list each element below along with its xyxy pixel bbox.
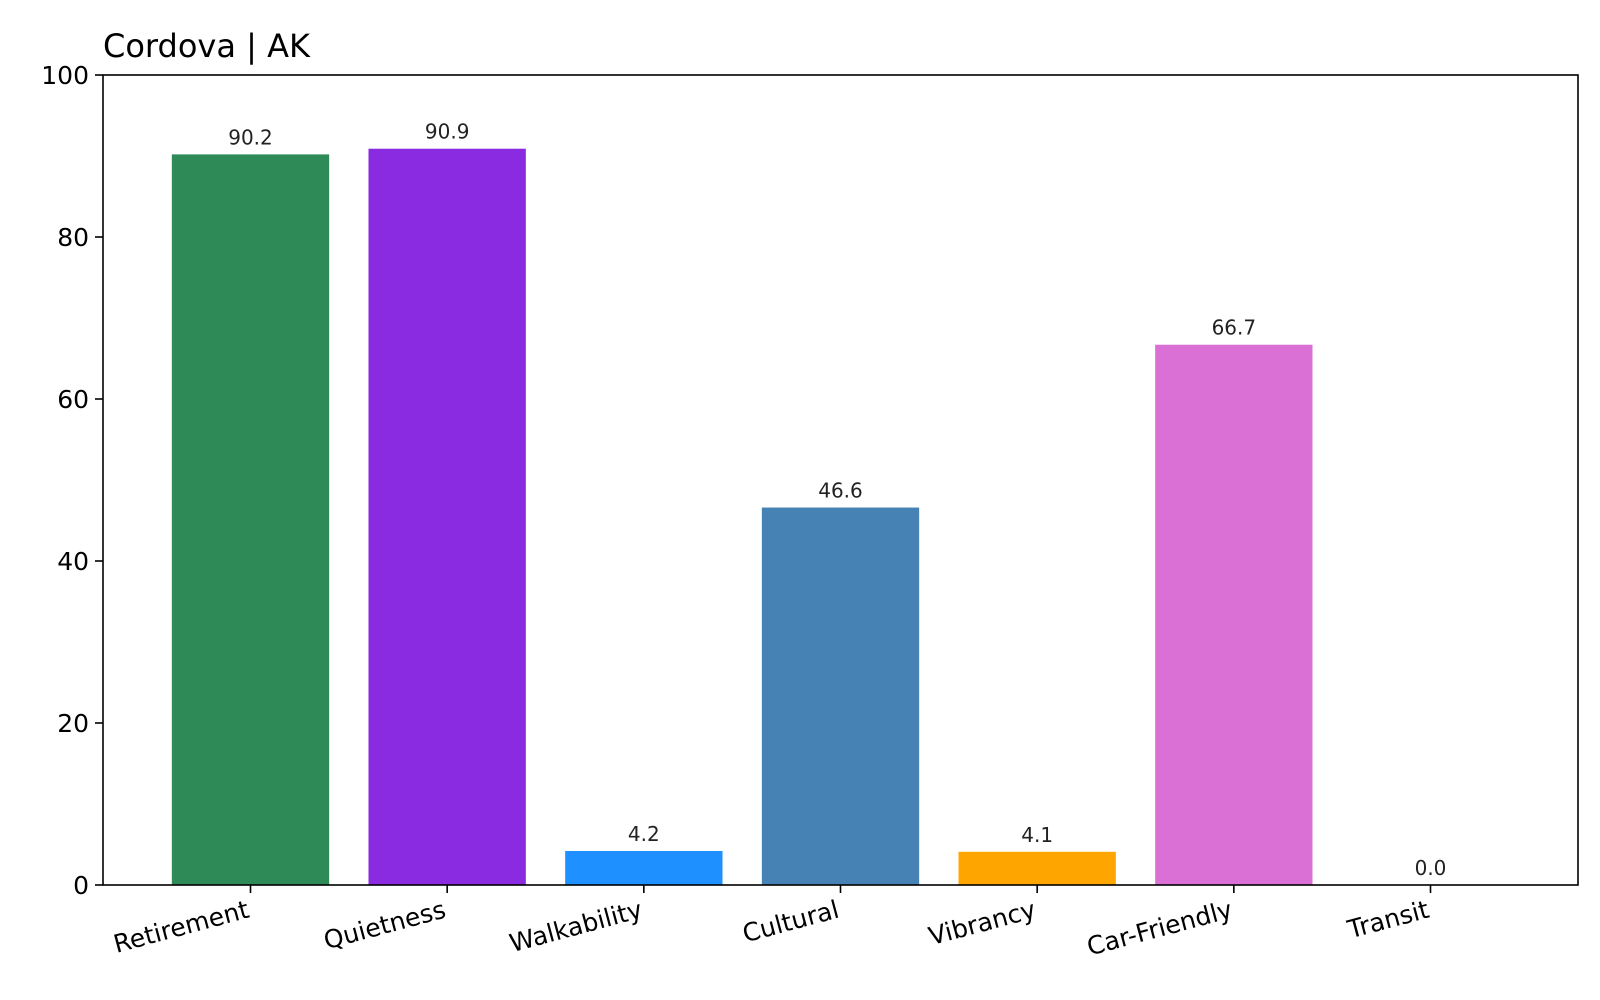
x-tick-label: Car-Friendly bbox=[1084, 895, 1236, 962]
bar-retirement bbox=[171, 154, 330, 885]
bar-value-label: 4.1 bbox=[1021, 823, 1053, 847]
bar-quietness bbox=[368, 148, 526, 885]
chart-title: Cordova | AK bbox=[103, 27, 311, 65]
y-tick-label: 20 bbox=[57, 709, 89, 738]
x-tick-label: Walkability bbox=[506, 895, 645, 958]
x-tick-label: Transit bbox=[1344, 895, 1433, 945]
bar-cultural bbox=[761, 507, 920, 885]
bar-value-label: 0.0 bbox=[1415, 856, 1447, 880]
bar-value-label: 90.2 bbox=[228, 125, 273, 149]
bars-layer: 90.2 90.9 4.2 46.6 4.1 66.7 0.0 bbox=[171, 120, 1447, 886]
x-tick-label: Vibrancy bbox=[926, 895, 1039, 951]
bar-car-friendly bbox=[1155, 344, 1313, 886]
x-tick-label: Cultural bbox=[739, 895, 842, 948]
bar-walkability bbox=[565, 850, 723, 885]
bar-vibrancy bbox=[958, 851, 1116, 885]
y-tick-label: 0 bbox=[73, 871, 89, 900]
x-axis: Retirement Quietness Walkability Cultural Vi… bbox=[110, 885, 1432, 961]
bar-value-label: 4.2 bbox=[628, 822, 660, 846]
y-tick-label: 80 bbox=[57, 223, 89, 252]
bar-value-label: 90.9 bbox=[425, 120, 470, 144]
x-tick-label: Quietness bbox=[321, 895, 449, 955]
y-tick-label: 100 bbox=[41, 61, 89, 90]
y-tick-label: 60 bbox=[57, 385, 89, 414]
bar-value-label: 66.7 bbox=[1212, 316, 1257, 340]
x-tick-label: Retirement bbox=[110, 895, 252, 959]
y-axis: 0 20 40 60 80 100 bbox=[41, 61, 103, 900]
y-tick-label: 40 bbox=[57, 547, 89, 576]
bar-value-label: 46.6 bbox=[818, 479, 863, 503]
